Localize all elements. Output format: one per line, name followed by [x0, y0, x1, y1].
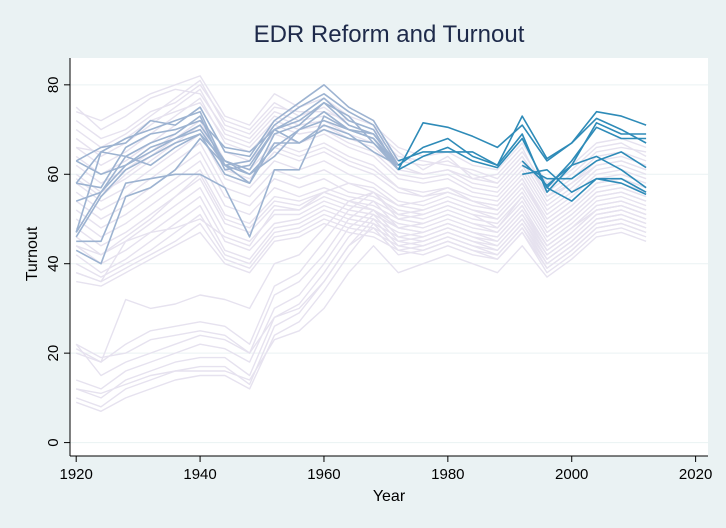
- post-reform-series-line-4: [397, 126, 647, 189]
- pre-reform-series-line-1: [75, 84, 399, 162]
- non-edr-series-line-7: [75, 115, 647, 216]
- non-edr-series-line-23: [75, 191, 647, 363]
- y-tick-label-60: 60: [45, 166, 62, 183]
- non-edr-series-line-29: [75, 187, 647, 363]
- non-edr-series-line-21: [75, 75, 647, 184]
- non-edr-series-line-13: [75, 169, 647, 242]
- post-reform-series-line-1: [397, 110, 647, 171]
- non-edr-series-line-31: [75, 222, 647, 377]
- x-tick-label-2020: 2020: [679, 466, 712, 483]
- non-edr-series-line-10: [75, 142, 647, 229]
- pre-reform-series-line-8: [75, 128, 399, 265]
- non-edr-series-line-28: [75, 218, 647, 412]
- y-tick-label-40: 40: [45, 255, 62, 272]
- non-edr-series-line-26: [75, 209, 647, 399]
- x-tick-label-1960: 1960: [307, 466, 340, 483]
- series-layer: [75, 75, 647, 412]
- post-reform-series-line-2: [397, 115, 647, 167]
- chart-title: EDR Reform and Turnout: [254, 21, 525, 48]
- post-reform-series-line-7: [546, 177, 647, 202]
- pre-reform-series-line-6: [75, 101, 399, 238]
- axes: 1920 1940 1960 1980 2000 2020 0 20 40 60 80: [45, 58, 712, 483]
- non-edr-series-line-30: [75, 178, 647, 283]
- non-edr-series-line-25: [75, 204, 647, 390]
- pre-reform-series-line-9: [75, 124, 399, 176]
- plot-area: [70, 58, 708, 456]
- post-reform-series-line-5: [521, 151, 647, 180]
- x-tick-label-1920: 1920: [60, 466, 93, 483]
- non-edr-series-line-32: [76, 231, 647, 395]
- post-reform-series-line-8: [521, 155, 647, 189]
- pre-reform-series-line-2: [75, 93, 399, 184]
- post-reform-series-line-6: [522, 169, 647, 193]
- y-tick-label-0: 0: [45, 438, 62, 446]
- x-tick-label-1980: 1980: [431, 466, 464, 483]
- x-tick-label-1940: 1940: [183, 466, 216, 483]
- y-tick-label-80: 80: [45, 76, 62, 93]
- non-edr-series-line-34: [75, 173, 647, 256]
- non-edr-series-line-4: [75, 88, 647, 202]
- x-tick-label-2000: 2000: [555, 466, 588, 483]
- non-edr-series-line-6: [75, 106, 647, 211]
- y-tick-label-20: 20: [45, 345, 62, 362]
- non-edr-series-line-5: [75, 97, 647, 207]
- post-reform-series-line-3: [398, 122, 647, 193]
- x-axis-label: Year: [373, 488, 406, 505]
- pre-reform-series-line-3: [76, 97, 399, 189]
- pre-reform-series-line-10: [75, 119, 399, 233]
- non-edr-series-line-20: [76, 222, 647, 287]
- y-axis-label: Turnout: [24, 226, 41, 281]
- non-edr-series-line-27: [75, 213, 647, 408]
